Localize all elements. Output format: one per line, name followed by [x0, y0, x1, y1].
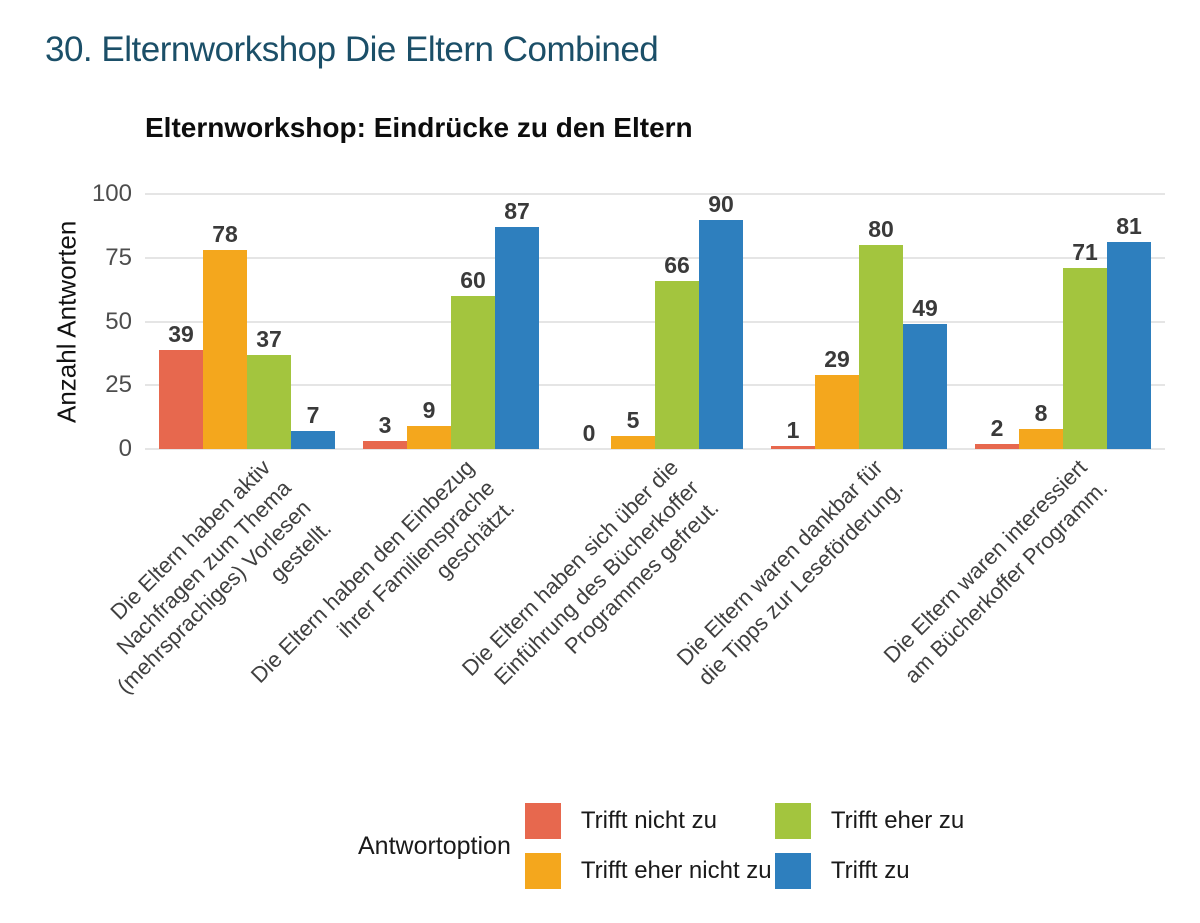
- legend-item-label: Trifft eher nicht zu: [580, 857, 772, 884]
- bar-trifft-zu: [903, 324, 947, 449]
- bar-trifft-eher-zu: [859, 245, 903, 449]
- bar-column: 1: [771, 419, 815, 449]
- bar-value-label: 0: [582, 420, 596, 446]
- bar-value-label: 29: [824, 346, 850, 373]
- bar-value-label: 3: [378, 412, 392, 439]
- legend-item-label: Trifft nicht zu: [580, 807, 717, 834]
- bar-value-label: 7: [306, 402, 320, 429]
- x-axis-label: Die Eltern waren dankbar für die Tipps z…: [671, 454, 908, 690]
- bar-trifft-eher-nicht-zu: [203, 250, 247, 449]
- legend-item-label: Trifft eher zu: [830, 807, 965, 834]
- bar-group: 39 78 37 7: [145, 223, 349, 449]
- bar-trifft-eher-zu: [655, 280, 699, 449]
- legend-swatch-icon: [774, 853, 811, 889]
- y-tick-label: 0: [118, 435, 132, 462]
- bar-group: 2 8 71 81: [961, 215, 1165, 449]
- gridline: [145, 448, 1165, 450]
- bar-trifft-nicht-zu: [975, 443, 1019, 449]
- legend-swatch-icon: [524, 803, 561, 839]
- bar-trifft-eher-nicht-zu: [611, 436, 655, 449]
- bar-value-label: 78: [212, 221, 238, 248]
- bar-column: 66: [655, 251, 699, 449]
- plot-area: 39 78 37 7 3 9 60 87 0 5 66 90 1 29 80 49 2 8 71 81: [145, 190, 1165, 450]
- bar-trifft-zu: [699, 219, 743, 449]
- legend-title: Antwortoption: [358, 831, 511, 860]
- bar-trifft-eher-nicht-zu: [815, 375, 859, 449]
- bar-trifft-eher-nicht-zu: [407, 426, 451, 449]
- bar-column: 80: [859, 218, 903, 449]
- gridline: [145, 193, 1165, 195]
- bar-group: 0 5 66 90: [553, 190, 757, 449]
- bar-trifft-zu: [1107, 242, 1151, 449]
- bar-value-label: 9: [422, 397, 436, 424]
- bar-column: 37: [247, 325, 291, 449]
- bar-column: 71: [1063, 238, 1107, 449]
- bar-value-label: 1: [786, 417, 800, 444]
- legend: Antwortoption Trifft nicht zu Trifft eher…: [358, 803, 964, 889]
- bar-group: 3 9 60 87: [349, 200, 553, 449]
- bar-value-label: 81: [1116, 213, 1142, 240]
- bar-value-label: 90: [708, 190, 734, 217]
- legend-item: Trifft eher nicht zu: [524, 853, 775, 889]
- x-axis-label: Die Eltern waren interessiert am Bücherk…: [878, 454, 1112, 688]
- chart-title: Elternworkshop: Eindrücke zu den Eltern: [145, 112, 693, 143]
- bar-value-label: 66: [664, 251, 690, 278]
- bar-column: 8: [1019, 399, 1063, 449]
- bar-column: 5: [611, 409, 655, 449]
- legend-swatch-icon: [774, 803, 811, 839]
- bar-trifft-zu: [291, 431, 335, 449]
- bar-column: 7: [291, 404, 335, 449]
- bar-value-label: 49: [912, 295, 938, 322]
- bar-trifft-nicht-zu: [771, 446, 815, 449]
- bar-column: 90: [699, 190, 743, 449]
- bar-column: 87: [495, 200, 539, 449]
- bar-column: 81: [1107, 215, 1151, 449]
- bar-value-label: 5: [626, 407, 640, 434]
- bar-trifft-zu: [495, 227, 539, 449]
- x-axis-labels: Die Eltern haben aktiv Nachfragen zum Th…: [0, 454, 1200, 734]
- legend-column-1: Trifft nicht zu Trifft eher nicht zu: [524, 803, 775, 889]
- bar-column: 29: [815, 348, 859, 449]
- bar-column: 78: [203, 223, 247, 449]
- bar-column: 39: [159, 320, 203, 449]
- y-axis-tick-labels: 0 25 50 75 100: [60, 182, 132, 461]
- bar-column: 49: [903, 297, 947, 449]
- page-title: 30. Elternworkshop Die Eltern Combined: [45, 30, 659, 69]
- bar-trifft-nicht-zu: [363, 441, 407, 449]
- bar-value-label: 71: [1072, 238, 1098, 265]
- y-tick-label: 50: [105, 307, 132, 335]
- y-tick-label: 75: [105, 243, 132, 271]
- bar-value-label: 39: [168, 320, 194, 347]
- bar-value-label: 8: [1034, 399, 1048, 426]
- bar-trifft-nicht-zu: [159, 349, 203, 449]
- bar-trifft-eher-zu: [451, 296, 495, 449]
- legend-swatch-icon: [524, 853, 561, 889]
- bar-column: 3: [363, 414, 407, 449]
- bar-trifft-eher-zu: [247, 354, 291, 449]
- legend-item-label: Trifft zu: [830, 857, 910, 884]
- bar-trifft-eher-zu: [1063, 267, 1107, 449]
- bar-column: 60: [451, 269, 495, 449]
- bar-value-label: 87: [504, 198, 530, 225]
- y-tick-label: 25: [105, 371, 132, 399]
- bar-group: 1 29 80 49: [757, 218, 961, 449]
- bar-value-label: 37: [256, 325, 282, 352]
- bar-column: 0: [567, 422, 611, 449]
- legend-item: Trifft eher zu: [774, 803, 965, 839]
- bar-value-label: 2: [990, 414, 1004, 441]
- bar-value-label: 60: [460, 267, 486, 293]
- bar-trifft-eher-nicht-zu: [1019, 428, 1063, 449]
- legend-column-2: Trifft eher zu Trifft zu: [774, 803, 965, 889]
- bar-value-label: 80: [868, 216, 894, 242]
- bar-column: 2: [975, 414, 1019, 449]
- legend-item: Trifft zu: [774, 853, 964, 889]
- bar-column: 9: [407, 399, 451, 449]
- gridline: [145, 256, 1165, 259]
- legend-item: Trifft nicht zu: [524, 803, 775, 839]
- y-tick-label: 100: [91, 180, 132, 207]
